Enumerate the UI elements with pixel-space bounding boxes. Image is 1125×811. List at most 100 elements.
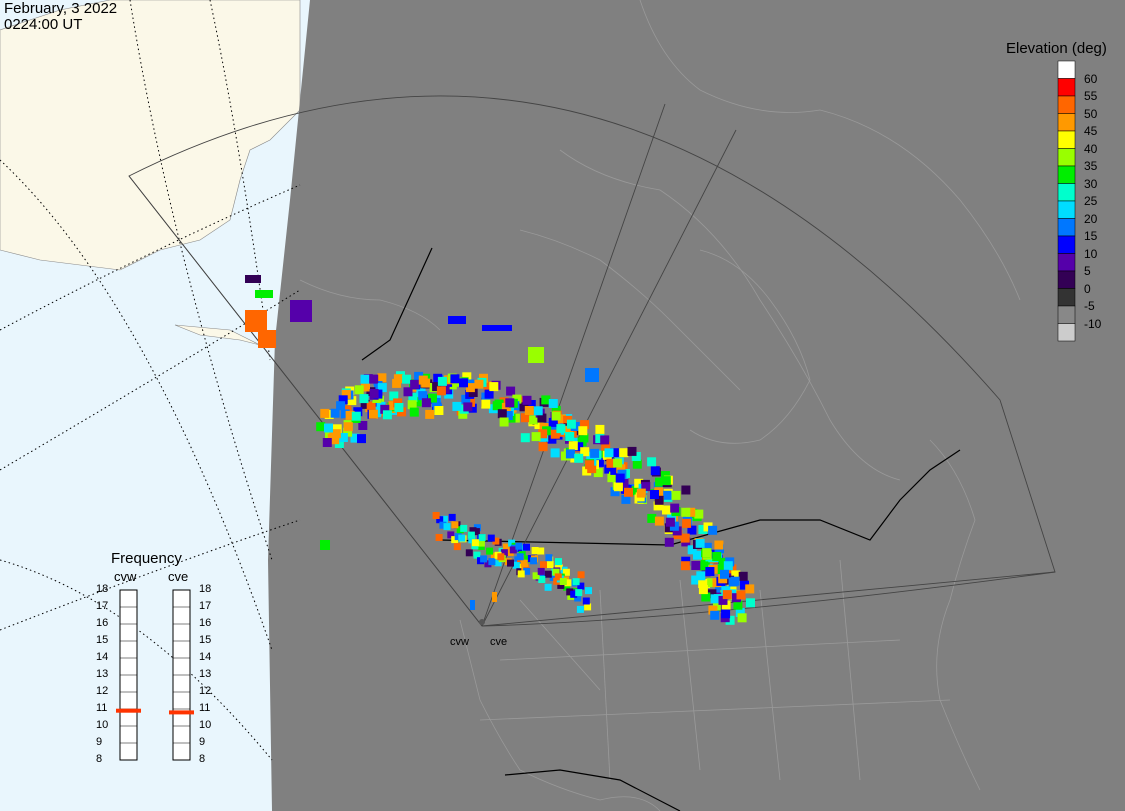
frequency-scale-label: 13	[96, 668, 109, 680]
scatter-cell	[523, 567, 531, 575]
scatter-cell	[369, 374, 379, 384]
frequency-scale-label: 15	[96, 634, 109, 646]
scatter-cell	[613, 482, 623, 492]
scatter-cell	[566, 588, 574, 596]
scatter-cell	[474, 379, 484, 389]
scatter-cell	[654, 516, 664, 526]
scatter-cell	[477, 539, 485, 547]
colorbar-swatch	[1057, 78, 1076, 97]
scatter-cell	[680, 533, 690, 543]
scatter-cell	[245, 310, 267, 332]
frequency-scale-label: 17	[199, 600, 212, 612]
scatter-cell	[585, 368, 599, 382]
scatter-cell	[520, 413, 530, 423]
scatter-cell	[680, 561, 690, 571]
scatter-cell	[575, 589, 583, 597]
scatter-cell	[551, 411, 561, 421]
scatter-cell	[627, 446, 637, 456]
scatter-cell	[725, 615, 735, 625]
scatter-cell	[727, 583, 737, 592]
scatter-cell	[322, 438, 332, 447]
scatter-cell	[631, 452, 641, 461]
frequency-scale-label: 9	[96, 736, 103, 748]
scatter-cell	[517, 570, 525, 578]
scatter-cell	[695, 538, 705, 548]
scatter-cell	[470, 600, 475, 610]
scatter-cell	[439, 521, 447, 529]
colorbar-swatch	[1057, 253, 1076, 272]
scatter-cell	[653, 501, 663, 511]
scatter-cell	[595, 424, 605, 434]
scatter-cell	[736, 590, 746, 600]
scatter-cell	[737, 613, 747, 623]
scatter-cell	[382, 410, 392, 420]
scatter-cell	[338, 395, 348, 405]
scatter-cell	[418, 375, 428, 385]
colorbar-swatch	[1057, 270, 1076, 289]
scatter-cell	[459, 378, 468, 388]
scatter-cell	[541, 395, 551, 405]
scatter-cell	[402, 374, 412, 384]
scatter-cell	[357, 434, 366, 444]
scatter-cell	[538, 429, 548, 439]
scatter-cell	[532, 572, 540, 580]
scatter-cell	[670, 503, 680, 513]
scatter-cell	[368, 409, 378, 419]
scatter-cell	[687, 545, 697, 555]
scatter-cell	[524, 555, 532, 563]
scatter-cell	[714, 585, 724, 595]
scatter-cell	[416, 385, 426, 395]
scatter-cell	[650, 490, 659, 499]
scatter-cell	[580, 447, 590, 457]
scatter-cell	[705, 567, 715, 576]
scatter-cell	[577, 582, 585, 590]
colorbar-label: 25	[1084, 194, 1098, 208]
scatter-cell	[360, 374, 370, 384]
scatter-cell	[509, 546, 517, 554]
scatter-cell	[708, 525, 718, 535]
scatter-cell	[650, 466, 660, 476]
scatter-cell	[350, 433, 360, 443]
scatter-cell	[478, 534, 486, 542]
scatter-cell	[730, 576, 740, 586]
scatter-cell	[613, 458, 623, 468]
scatter-cell	[407, 400, 417, 410]
scatter-cell	[519, 402, 529, 412]
scatter-cell	[490, 552, 498, 560]
colorbar-swatch	[1057, 235, 1076, 254]
scatter-cell	[460, 524, 468, 532]
day-land	[0, 0, 301, 271]
scatter-cell	[377, 383, 387, 393]
scatter-cell	[703, 522, 713, 532]
colorbar-swatch	[1057, 200, 1076, 219]
scatter-cell	[528, 347, 544, 363]
colorbar-swatch	[1057, 218, 1076, 237]
scatter-cell	[655, 477, 665, 487]
night-region	[268, 0, 1125, 811]
scatter-cell	[544, 570, 552, 578]
scatter-cell	[550, 429, 560, 439]
scatter-cell	[458, 534, 466, 542]
scatter-cell	[524, 406, 534, 415]
scatter-cell	[393, 398, 403, 408]
scatter-cell	[665, 517, 675, 527]
scatter-cell	[594, 457, 604, 467]
scatter-cell	[484, 389, 494, 399]
scatter-cell	[503, 411, 513, 420]
scatter-cell	[647, 457, 657, 467]
scatter-cell	[577, 437, 587, 447]
frequency-scale-label: 16	[199, 617, 212, 629]
scatter-cell	[502, 543, 510, 551]
scatter-cell	[681, 507, 691, 517]
scatter-cell	[345, 410, 355, 420]
scatter-cell	[517, 563, 525, 571]
scatter-cell	[520, 559, 528, 567]
scatter-cell	[600, 435, 610, 445]
scatter-cell	[531, 432, 541, 442]
scatter-cell	[562, 568, 570, 576]
scatter-cell	[421, 398, 431, 408]
scatter-cell	[377, 373, 387, 383]
frequency-scale-label: 17	[96, 600, 109, 612]
scatter-cell	[468, 388, 478, 397]
